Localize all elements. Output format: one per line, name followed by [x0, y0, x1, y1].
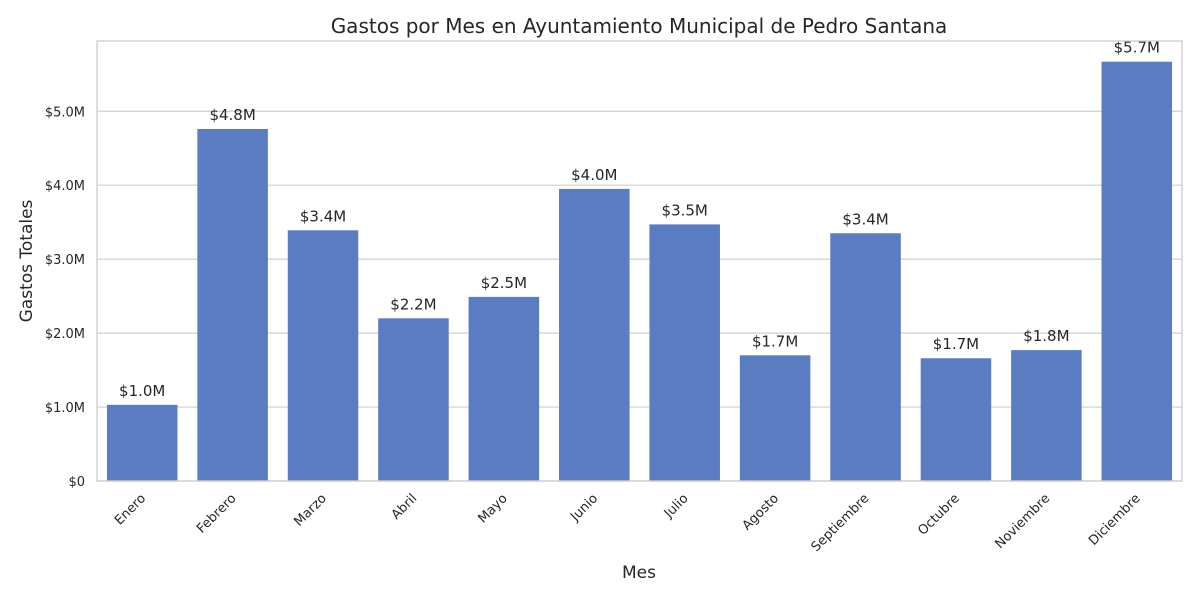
bars	[106, 61, 1173, 482]
x-axis-label: Mes	[622, 563, 656, 583]
bar-value-label: $3.5M	[662, 201, 708, 219]
y-tick-label: $3.0M	[45, 253, 85, 268]
bar-value-label: $3.4M	[842, 210, 888, 228]
bar-value-label: $2.5M	[481, 274, 527, 292]
bar-value-label: $2.2M	[390, 295, 436, 313]
chart-title: Gastos por Mes en Ayuntamiento Municipal…	[331, 14, 948, 38]
bar-value-label: $4.0M	[571, 166, 617, 184]
bar-value-label: $1.7M	[933, 335, 979, 353]
x-tick-label: Febrero	[194, 491, 239, 536]
bar-value-label: $1.0M	[119, 382, 165, 400]
bar-value-label: $1.7M	[752, 332, 798, 350]
plot-frame	[96, 40, 1183, 482]
y-tick-label: $4.0M	[45, 179, 85, 194]
bar	[1101, 61, 1173, 482]
data-labels: $1.0M $4.8M $3.4M $2.2M $2.5M $4.0M $3.5M $1.7M…	[119, 39, 1160, 400]
bar	[197, 129, 268, 481]
x-tick-label: Junio	[567, 491, 601, 525]
x-tick-label: Marzo	[291, 491, 329, 529]
y-tick-label: $2.0M	[45, 327, 85, 342]
x-tick-label: Abril	[389, 491, 421, 523]
bar-value-label: $4.8M	[209, 106, 255, 124]
bar	[830, 233, 901, 481]
y-tick-label: $5.0M	[45, 105, 85, 120]
bar	[649, 224, 720, 481]
x-tick-label: Diciembre	[1086, 491, 1144, 549]
x-tick-label: Octubre	[915, 491, 962, 538]
bar	[287, 230, 359, 481]
bar-value-label: $5.7M	[1114, 39, 1160, 57]
x-tick-label: Agosto	[740, 491, 782, 533]
bar-value-label: $3.4M	[300, 207, 346, 225]
y-tick-labels: $0 $1.0M $2.0M $3.0M $4.0M $5.0M	[45, 105, 85, 490]
bar	[920, 358, 992, 481]
y-tick-label: $1.0M	[45, 401, 85, 416]
bar	[106, 404, 178, 481]
y-axis-label: Gastos Totales	[17, 199, 37, 322]
bar	[378, 318, 449, 481]
bar-value-label: $1.8M	[1023, 327, 1069, 345]
x-tick-label: Julio	[661, 491, 692, 522]
x-tick-label: Noviembre	[992, 491, 1053, 552]
x-tick-label: Septiembre	[809, 491, 873, 555]
x-tick-labels: Enero Febrero Marzo Abril Mayo Junio Julio Agos…	[112, 491, 1144, 555]
bar	[559, 188, 630, 481]
bar	[468, 296, 540, 481]
x-tick-label: Mayo	[475, 491, 510, 526]
bar	[739, 355, 811, 481]
y-tick-label: $0	[68, 475, 85, 490]
bar	[1011, 350, 1082, 481]
x-tick-label: Enero	[112, 491, 149, 528]
